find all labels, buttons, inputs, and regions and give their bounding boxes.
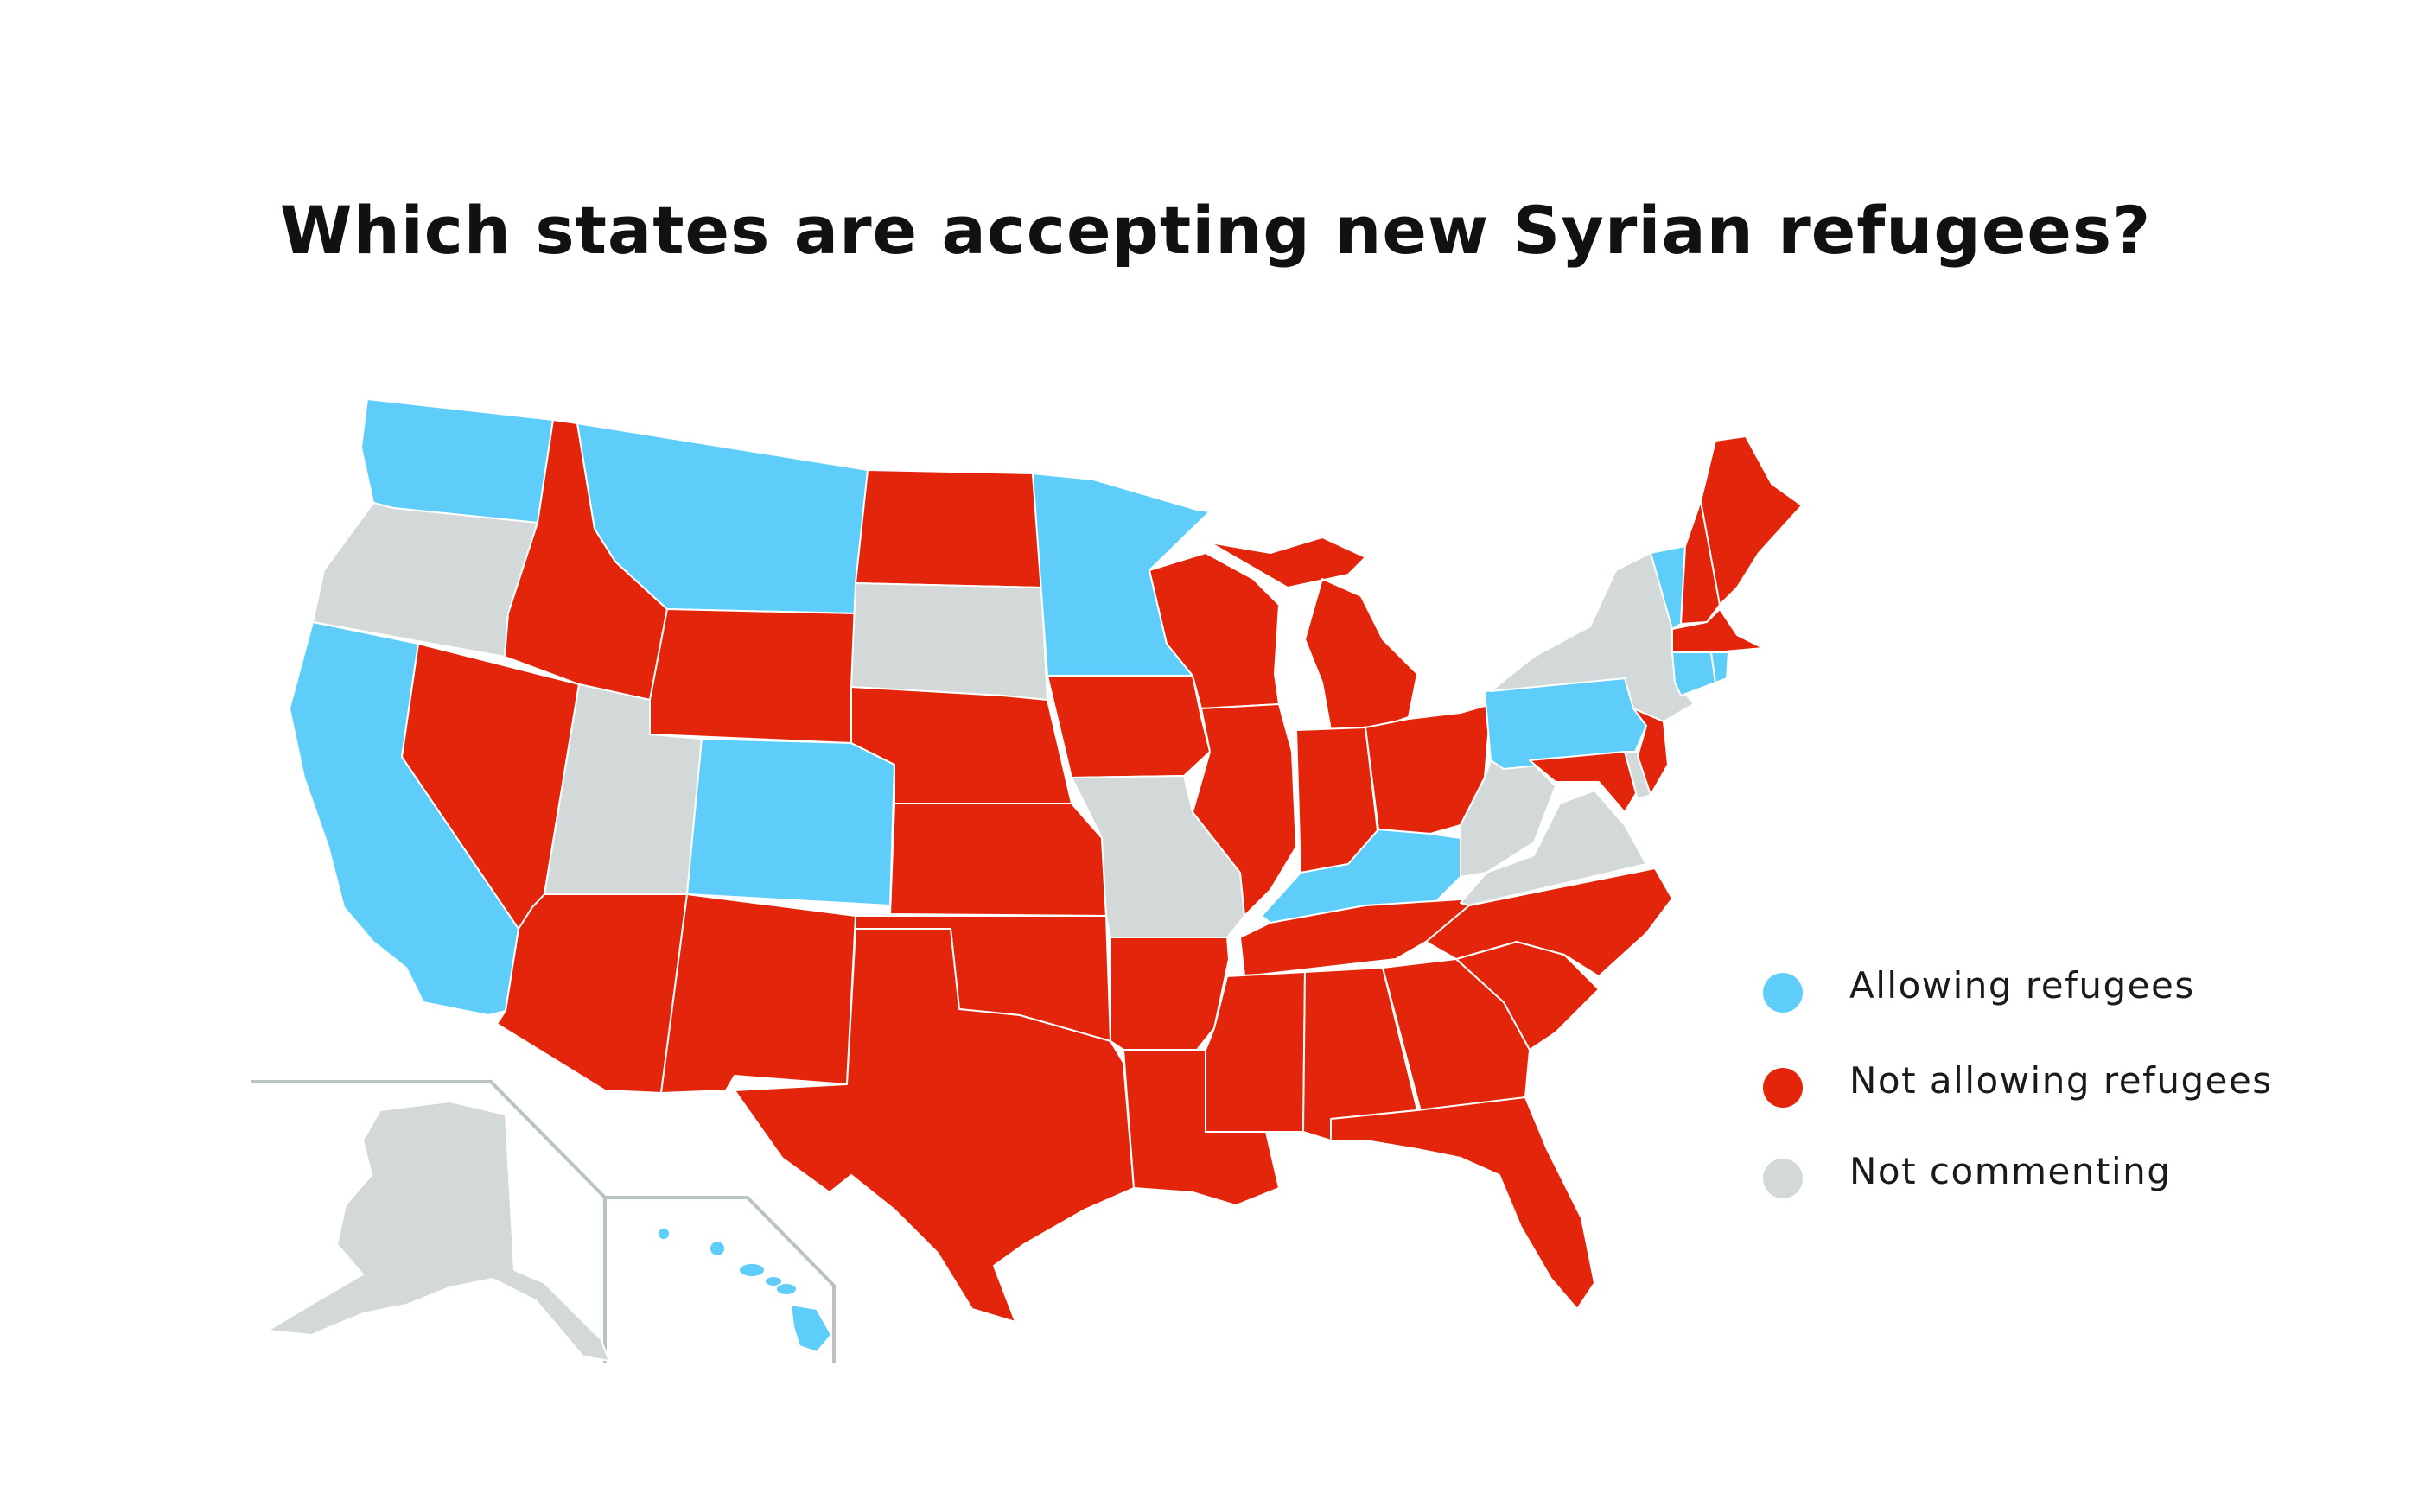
state-AZ[interactable] — [496, 893, 688, 1094]
state-WY[interactable] — [649, 608, 856, 744]
state-AR[interactable] — [1110, 937, 1230, 1051]
legend-dot-icon — [1763, 973, 1803, 1013]
state-WV[interactable] — [1460, 759, 1556, 878]
state-CO[interactable] — [686, 738, 895, 906]
state-CT[interactable] — [1671, 651, 1716, 696]
state-NH[interactable] — [1680, 500, 1721, 625]
state-FL[interactable] — [1330, 1096, 1595, 1310]
inset-border-hawaii — [605, 1196, 836, 1363]
state-NM[interactable] — [660, 893, 856, 1094]
state-HI[interactable] — [657, 1227, 832, 1353]
state-VA[interactable] — [1460, 790, 1647, 906]
state-ME[interactable] — [1700, 435, 1803, 606]
legend-label: Not allowing refugees — [1849, 1059, 2273, 1102]
state-KS[interactable] — [889, 803, 1107, 917]
legend-label: Allowing refugees — [1849, 964, 2195, 1007]
state-RI[interactable] — [1710, 651, 1729, 683]
legend-label: Not commenting — [1849, 1150, 2172, 1192]
state-ND[interactable] — [855, 469, 1042, 588]
state-WI[interactable] — [1149, 552, 1280, 709]
map-title: Which states are accepting new Syrian re… — [279, 192, 2152, 269]
state-MO[interactable] — [1071, 775, 1245, 938]
legend-dot-icon — [1763, 1068, 1803, 1108]
state-AK[interactable] — [267, 1101, 610, 1362]
state-NC[interactable] — [1425, 867, 1673, 977]
state-IL[interactable] — [1192, 703, 1297, 917]
legend-dot-icon — [1763, 1159, 1803, 1198]
state-TX[interactable] — [734, 928, 1135, 1323]
state-SD[interactable] — [850, 582, 1048, 701]
state-WA[interactable] — [360, 398, 554, 524]
inset-border-alaska — [251, 1080, 607, 1363]
state-IA[interactable] — [1047, 675, 1211, 778]
